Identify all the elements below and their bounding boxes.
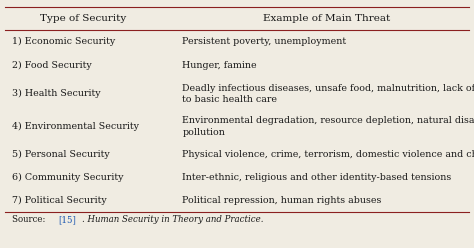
Text: Persistent poverty, unemployment: Persistent poverty, unemployment xyxy=(182,37,346,46)
Text: Type of Security: Type of Security xyxy=(40,14,126,23)
Text: Inter-ethnic, religious and other identity-based tensions: Inter-ethnic, religious and other identi… xyxy=(182,173,452,182)
Text: 2) Food Security: 2) Food Security xyxy=(12,61,91,70)
Text: 7) Political Security: 7) Political Security xyxy=(12,196,107,205)
Text: Deadly infectious diseases, unsafe food, malnutrition, lack of access
to basic h: Deadly infectious diseases, unsafe food,… xyxy=(182,84,474,104)
Text: Environmental degradation, resource depletion, natural disasters and
pollution: Environmental degradation, resource depl… xyxy=(182,116,474,137)
Text: Physical violence, crime, terrorism, domestic violence and child labor: Physical violence, crime, terrorism, dom… xyxy=(182,150,474,159)
Text: 5) Personal Security: 5) Personal Security xyxy=(12,150,109,159)
Text: 6) Community Security: 6) Community Security xyxy=(12,173,123,182)
Text: 3) Health Security: 3) Health Security xyxy=(12,89,100,98)
Text: Example of Main Threat: Example of Main Threat xyxy=(264,14,391,23)
Text: Hunger, famine: Hunger, famine xyxy=(182,61,257,70)
Text: . Human Security in Theory and Practice.: . Human Security in Theory and Practice. xyxy=(82,215,263,224)
Text: Political repression, human rights abuses: Political repression, human rights abuse… xyxy=(182,196,382,205)
Text: 4) Environmental Security: 4) Environmental Security xyxy=(12,122,139,131)
Text: [15]: [15] xyxy=(58,215,76,224)
Text: Source:: Source: xyxy=(12,215,48,224)
Text: 1) Economic Security: 1) Economic Security xyxy=(12,37,115,46)
